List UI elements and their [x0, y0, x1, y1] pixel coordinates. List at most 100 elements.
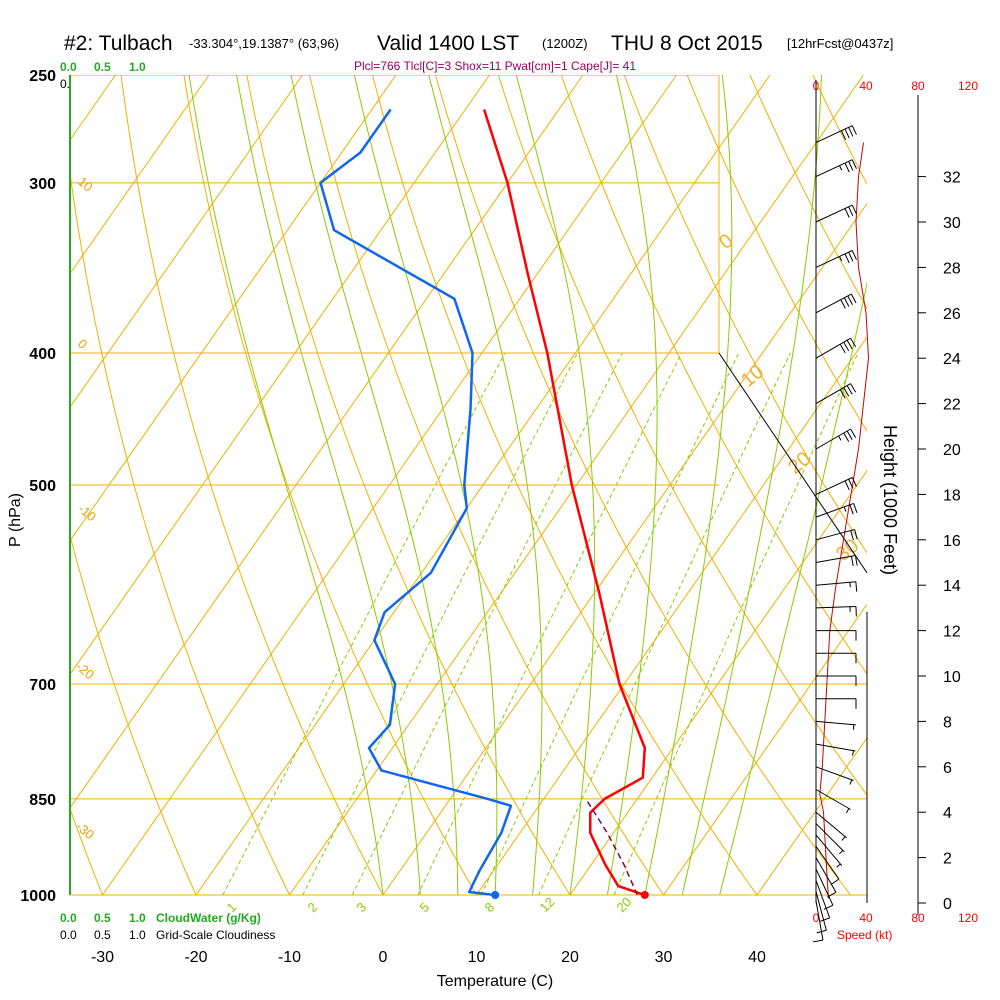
cloudwater-top-tick-1: 0.5 — [94, 60, 111, 74]
dry-adiabat-line — [246, 75, 571, 895]
sounding-series — [319, 108, 649, 899]
x-axis-label: Temperature (C) — [437, 973, 553, 990]
wind-barb-flag — [851, 250, 857, 260]
wind-barb — [815, 383, 857, 405]
cloudwater-top-tick-0: 0.0 — [60, 60, 77, 74]
wind-barb-flag — [844, 128, 850, 139]
wind-barb — [815, 555, 858, 567]
height-tick-label: 12 — [943, 624, 961, 641]
wind-barb-flag — [846, 385, 853, 395]
wind-barb-flag — [848, 478, 854, 489]
temperature-tick-label: 30 — [655, 949, 673, 966]
wind-barb-staff — [815, 383, 851, 405]
wind-barb-staff — [815, 823, 845, 853]
mixing-ratio-line — [222, 352, 506, 895]
wind-barb-staff — [815, 834, 843, 866]
wind-barb — [815, 845, 840, 886]
wind-barb-half-flag — [849, 779, 853, 785]
isotherm-line — [756, 736, 867, 895]
wind-barb-flag — [853, 503, 858, 513]
height-tick-label: 20 — [943, 442, 961, 459]
dry-adiabat-line — [70, 807, 104, 895]
wind-barb-half-flag — [852, 750, 854, 756]
dry-adiabat-line — [749, 75, 867, 310]
cloudwater-bottom-tick-0: 0.0 — [60, 911, 77, 925]
dry-adiabat-line — [309, 75, 665, 895]
wind-barb-flag — [846, 430, 853, 440]
mixing-ratio-label: 3 — [354, 899, 370, 915]
height-tick-label: 24 — [943, 351, 961, 368]
cloudwater-bottom-tick-2: 1.0 — [129, 911, 146, 925]
wind-barb-flag — [813, 939, 824, 943]
wind-barb — [816, 630, 857, 641]
wind-barb — [816, 652, 857, 664]
wind-barb-staff — [815, 428, 851, 450]
wind-barb — [815, 502, 858, 518]
wind-barb-staff — [815, 581, 856, 586]
moist-adiabat-line — [188, 75, 384, 895]
wind-barb-flag — [844, 253, 850, 264]
wind-barb — [815, 811, 847, 841]
wind-barb — [815, 159, 857, 178]
dry-adiabat-line — [560, 75, 867, 675]
mixing-ratio-line — [613, 352, 859, 895]
wind-barb-staff — [815, 720, 856, 726]
wind-barb-staff — [815, 204, 853, 223]
height-tick-label: 32 — [943, 170, 961, 187]
wind-barb — [815, 868, 834, 910]
wind-barb-flag — [820, 917, 830, 922]
wind-barb — [815, 743, 856, 756]
isotherm-line — [663, 603, 867, 895]
temperature-tick-label: 20 — [561, 949, 579, 966]
wind-barb-staff — [815, 125, 853, 144]
temperature-tick-label: 10 — [468, 949, 486, 966]
cloudiness-bottom-tick-1: 0.5 — [94, 928, 111, 942]
speed-bottom-tick-0: 0 — [813, 911, 820, 925]
wind-barb-flag — [850, 428, 857, 438]
cloudwater-label: CloudWater (g/Kg) — [156, 911, 261, 925]
mixing-ratio-label: 8 — [482, 899, 498, 915]
wind-barb-flag — [843, 297, 850, 307]
height-tick-label: 6 — [943, 760, 952, 777]
wind-barb-flag — [850, 337, 857, 348]
wind-barb-flag — [846, 339, 853, 350]
wind-barb — [816, 675, 857, 686]
pressure-tick-label: 1000 — [20, 888, 56, 905]
wind-barb — [816, 698, 857, 709]
wind-barb-staff — [815, 811, 847, 839]
dry-adiabat-line — [183, 75, 478, 895]
dry-adiabat-line — [120, 75, 384, 895]
dry-adiabat-line — [686, 75, 867, 433]
wind-barb-flag — [843, 387, 850, 397]
wind-barb-flag — [844, 208, 850, 218]
height-tick-label: 8 — [943, 714, 952, 731]
y-axis-label: P (hPa) — [7, 493, 24, 547]
tropo-edge — [718, 352, 868, 574]
speed-axis-label: Speed (kt) — [837, 928, 892, 942]
wind-barb-staff — [815, 477, 853, 495]
valid-zulu: (1200Z) — [542, 36, 588, 51]
isotherm-line — [0, 75, 22, 895]
temperature-line — [482, 109, 647, 897]
wind-barb-staff — [815, 857, 837, 893]
wind-barb-flag — [850, 383, 857, 393]
dry-adiabat-line — [926, 51, 1000, 924]
wind-barb-flag — [843, 341, 850, 352]
wind-barb-flag — [855, 581, 858, 592]
wind-barb-flag — [848, 161, 854, 171]
station-coords: -33.304°,19.1387° (63,96) — [189, 36, 339, 51]
valid-date: THU 8 Oct 2015 — [611, 32, 763, 55]
wind-barb-flag — [840, 130, 847, 140]
moist-adiabat-line — [606, 75, 658, 895]
mixing-ratio-label: 2 — [305, 899, 321, 915]
wind-barb — [815, 766, 854, 785]
wind-barb-staff — [815, 337, 851, 359]
wind-barb-staff — [815, 789, 851, 810]
wind-barb — [815, 337, 857, 359]
wind-barb-flag — [848, 251, 854, 262]
wind-barb-staff — [815, 880, 831, 919]
wind-barb-staff — [815, 900, 824, 941]
wind-barb-flag — [823, 904, 834, 910]
